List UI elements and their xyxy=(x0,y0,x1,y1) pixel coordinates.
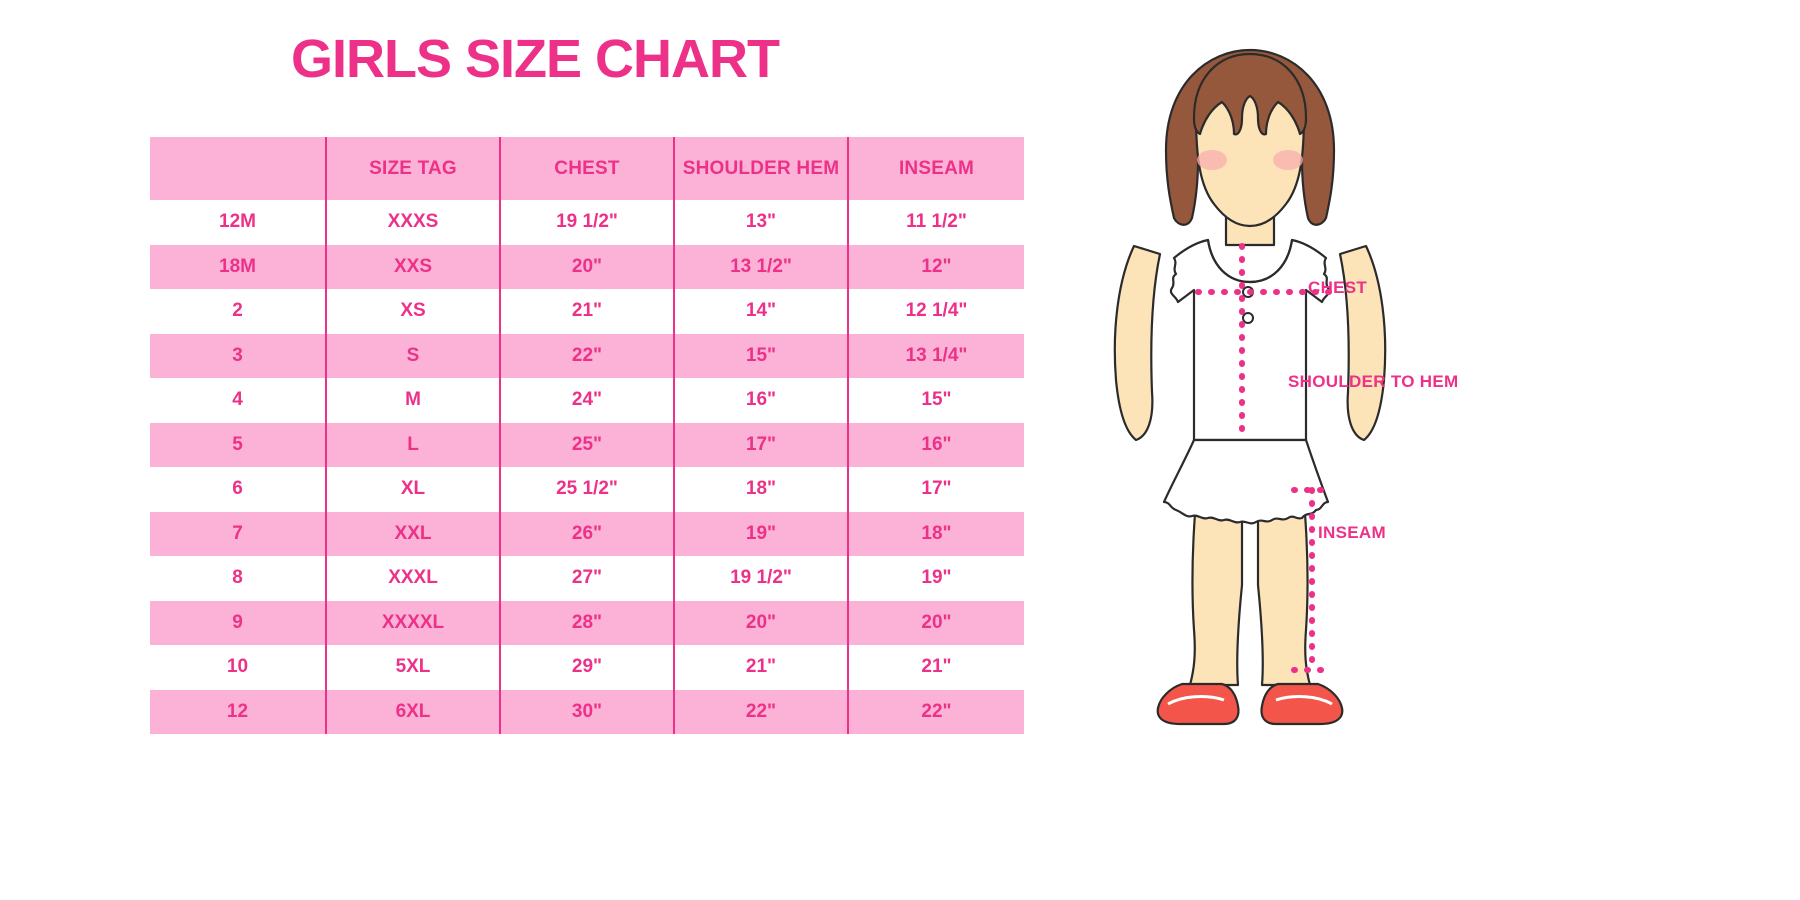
cell-size-tag: XXXS xyxy=(326,200,501,245)
table-row: 12M XXXS 19 1/2" 13" 11 1/2" xyxy=(150,200,1024,245)
cell-shoulder-hem: 21" xyxy=(674,645,849,690)
cell-size: 9 xyxy=(150,600,327,645)
table-row: 2 XS 21" 14" 12 1/4" xyxy=(150,289,1024,334)
cell-size-tag: M xyxy=(326,378,501,423)
cell-size-tag: XXXL xyxy=(326,556,501,601)
cell-size: 6 xyxy=(150,467,327,512)
column-header-size xyxy=(150,137,327,200)
hair-bangs xyxy=(1192,52,1308,136)
table-row: 8 XXXL 27" 19 1/2" 19" xyxy=(150,556,1024,601)
size-chart-table: SIZE TAG CHEST SHOULDER HEM INSEAM 12M XX… xyxy=(150,137,1024,734)
cell-chest: 27" xyxy=(500,556,675,601)
cell-shoulder-hem: 18" xyxy=(674,467,849,512)
table-row: 7 XXL 26" 19" 18" xyxy=(150,511,1024,556)
cell-size: 12 xyxy=(150,689,327,734)
label-inseam: INSEAM xyxy=(1318,523,1386,542)
cell-size-tag: XXL xyxy=(326,511,501,556)
table-body: 12M XXXS 19 1/2" 13" 11 1/2" 18M XXS 20" 13 1/2"… xyxy=(150,200,1024,734)
cell-chest: 19 1/2" xyxy=(500,200,675,245)
table-row: 3 S 22" 15" 13 1/4" xyxy=(150,333,1024,378)
cell-inseam: 12 1/4" xyxy=(848,289,1024,334)
cell-inseam: 19" xyxy=(848,556,1024,601)
cell-inseam: 20" xyxy=(848,600,1024,645)
cell-shoulder-hem: 22" xyxy=(674,689,849,734)
cell-inseam: 13 1/4" xyxy=(848,333,1024,378)
cell-chest: 22" xyxy=(500,333,675,378)
table-row: 18M XXS 20" 13 1/2" 12" xyxy=(150,244,1024,289)
column-header-chest: CHEST xyxy=(500,137,675,200)
cell-inseam: 11 1/2" xyxy=(848,200,1024,245)
cell-chest: 25" xyxy=(500,422,675,467)
column-header-shoulder-hem: SHOULDER HEM xyxy=(674,137,849,200)
column-header-inseam: INSEAM xyxy=(848,137,1024,200)
cell-inseam: 12" xyxy=(848,244,1024,289)
left-shoe xyxy=(1156,682,1240,726)
cell-size-tag: 5XL xyxy=(326,645,501,690)
cell-shoulder-hem: 13" xyxy=(674,200,849,245)
label-shoulder-to-hem: SHOULDER TO HEM xyxy=(1288,372,1459,391)
cell-chest: 28" xyxy=(500,600,675,645)
cell-inseam: 21" xyxy=(848,645,1024,690)
table-row: 6 XL 25 1/2" 18" 17" xyxy=(150,467,1024,512)
girl-illustration xyxy=(1090,40,1550,760)
cell-shoulder-hem: 13 1/2" xyxy=(674,244,849,289)
table-row: 5 L 25" 17" 16" xyxy=(150,422,1024,467)
table-row: 12 6XL 30" 22" 22" xyxy=(150,689,1024,734)
cell-chest: 25 1/2" xyxy=(500,467,675,512)
cell-size-tag: L xyxy=(326,422,501,467)
column-header-size-tag: SIZE TAG xyxy=(326,137,501,200)
cell-size: 10 xyxy=(150,645,327,690)
cell-chest: 26" xyxy=(500,511,675,556)
table-row: 10 5XL 29" 21" 21" xyxy=(150,645,1024,690)
left-cheek xyxy=(1197,150,1227,170)
cell-size-tag: 6XL xyxy=(326,689,501,734)
cell-size-tag: XXS xyxy=(326,244,501,289)
cell-shoulder-hem: 15" xyxy=(674,333,849,378)
page-title: GIRLS SIZE CHART xyxy=(290,29,780,89)
table-row: 9 XXXXL 28" 20" 20" xyxy=(150,600,1024,645)
right-arm xyxy=(1338,244,1387,442)
right-cheek xyxy=(1273,150,1303,170)
table-header-row: SIZE TAG CHEST SHOULDER HEM INSEAM xyxy=(150,137,1024,200)
cell-inseam: 16" xyxy=(848,422,1024,467)
cell-chest: 21" xyxy=(500,289,675,334)
cell-shoulder-hem: 14" xyxy=(674,289,849,334)
left-shoe-strap xyxy=(1167,695,1225,706)
label-chest: CHEST xyxy=(1308,278,1368,297)
right-shoe xyxy=(1260,682,1344,726)
cell-shoulder-hem: 19 1/2" xyxy=(674,556,849,601)
cell-size: 2 xyxy=(150,289,327,334)
cell-size-tag: XS xyxy=(326,289,501,334)
cell-inseam: 17" xyxy=(848,467,1024,512)
neckline xyxy=(1206,238,1294,284)
cell-chest: 20" xyxy=(500,244,675,289)
cell-shoulder-hem: 16" xyxy=(674,378,849,423)
left-arm xyxy=(1113,244,1162,442)
right-shoe-strap xyxy=(1275,695,1333,706)
cell-size-tag: XL xyxy=(326,467,501,512)
cell-size: 3 xyxy=(150,333,327,378)
cell-size: 5 xyxy=(150,422,327,467)
cell-inseam: 18" xyxy=(848,511,1024,556)
cell-shoulder-hem: 17" xyxy=(674,422,849,467)
cell-shoulder-hem: 20" xyxy=(674,600,849,645)
cell-size: 4 xyxy=(150,378,327,423)
cell-chest: 29" xyxy=(500,645,675,690)
cell-size: 12M xyxy=(150,200,327,245)
cell-shoulder-hem: 19" xyxy=(674,511,849,556)
cell-chest: 30" xyxy=(500,689,675,734)
cell-size: 18M xyxy=(150,244,327,289)
button-lower xyxy=(1242,312,1254,324)
skirt xyxy=(1162,438,1330,525)
cell-chest: 24" xyxy=(500,378,675,423)
cell-size-tag: S xyxy=(326,333,501,378)
cell-inseam: 22" xyxy=(848,689,1024,734)
cell-size: 7 xyxy=(150,511,327,556)
blouse xyxy=(1169,238,1331,442)
cell-size-tag: XXXXL xyxy=(326,600,501,645)
cell-size: 8 xyxy=(150,556,327,601)
table-row: 4 M 24" 16" 15" xyxy=(150,378,1024,423)
cell-inseam: 15" xyxy=(848,378,1024,423)
